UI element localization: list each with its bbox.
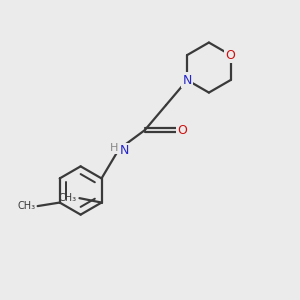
Text: O: O xyxy=(177,124,187,136)
Text: H: H xyxy=(110,143,118,153)
Text: N: N xyxy=(119,144,129,157)
Text: O: O xyxy=(226,49,236,62)
Text: CH₃: CH₃ xyxy=(17,201,35,211)
Text: CH₃: CH₃ xyxy=(59,193,77,203)
Text: N: N xyxy=(182,74,192,87)
